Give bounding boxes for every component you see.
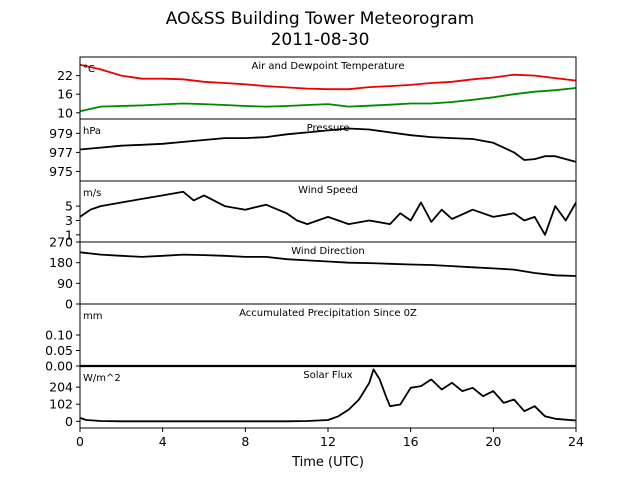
temperature-series-dewpoint-line (79, 87, 577, 113)
precipitation-ytick-label: 0.00 (45, 359, 73, 374)
temperature-panel: 10 16 22 Air and Dewpoint Temperature °C (57, 56, 577, 120)
wind-direction-panel-title: Wind Direction (291, 246, 365, 257)
precipitation-ytick-label: 0.10 (45, 328, 73, 343)
pressure-ytick-label: 975 (49, 164, 73, 179)
temperature-unit-label: °C (83, 64, 95, 75)
wind-speed-ytick-label: 5 (65, 199, 73, 214)
pressure-panel: 975 977 979 Pressure hPa (49, 118, 577, 182)
wind-direction-ytick-label: 0 (65, 297, 73, 312)
solar-flux-ytick-label: 102 (49, 397, 73, 412)
pressure-ytick-label: 979 (49, 126, 73, 141)
wind-direction-series-line-line (79, 251, 577, 277)
wind-speed-panel: 135 Wind Speed m/s (65, 180, 577, 243)
x-tick-label: 4 (159, 434, 167, 449)
pressure-unit-label: hPa (83, 126, 101, 137)
x-tick-label: 24 (568, 434, 584, 449)
solar-flux-panel-title: Solar Flux (303, 370, 353, 381)
x-tick-label: 8 (241, 434, 249, 449)
temperature-series-temperature-line (79, 63, 577, 91)
wind-direction-ytick-label: 90 (57, 276, 73, 291)
solar-flux-panel: 0 102 204 Solar Flux W/m^2 (49, 365, 577, 429)
temperature-ytick-label: 10 (57, 105, 73, 120)
temperature-ytick-label: 22 (57, 68, 73, 83)
solar-flux-ytick-label: 204 (49, 380, 73, 395)
x-tick-label: 20 (485, 434, 501, 449)
time-axis: 0 4 8 12 16 20 24 (76, 428, 584, 449)
temperature-panel-title: Air and Dewpoint Temperature (252, 61, 405, 72)
wind-speed-unit-label: m/s (83, 188, 101, 199)
wind-direction-ytick-label: 270 (49, 235, 73, 250)
wind-speed-panel-title: Wind Speed (298, 185, 358, 196)
pressure-panel-title: Pressure (307, 123, 350, 134)
wind-direction-panel: 0 90 180 270 Wind Direction (49, 235, 577, 312)
wind-speed-ytick-label: 3 (65, 213, 73, 228)
precipitation-ytick-label: 0.05 (45, 343, 73, 358)
solar-flux-unit-label: W/m^2 (83, 373, 121, 384)
wind-speed-series-line-line (79, 190, 577, 236)
wind-direction-ytick-label: 180 (49, 255, 73, 270)
x-tick-label: 0 (76, 434, 84, 449)
figure-subtitle: 2011-08-30 (271, 30, 370, 50)
x-axis-label: Time (UTC) (291, 455, 364, 470)
temperature-ytick-label: 16 (57, 87, 73, 102)
solar-flux-series-line-line (79, 368, 577, 423)
wind-speed-ytick-label: 1 (65, 227, 73, 242)
precipitation-unit-label: mm (83, 311, 102, 322)
x-tick-label: 12 (320, 434, 336, 449)
pressure-ytick-label: 977 (49, 145, 73, 160)
precipitation-panel: 0.000.050.10 Accumulated Precipitation Si… (45, 303, 577, 374)
x-tick-label: 16 (403, 434, 419, 449)
figure-title: AO&SS Building Tower Meteorogram (166, 9, 474, 29)
pressure-series-line-line (79, 127, 577, 163)
precipitation-panel-title: Accumulated Precipitation Since 0Z (239, 308, 417, 319)
solar-flux-ytick-label: 0 (65, 414, 73, 429)
